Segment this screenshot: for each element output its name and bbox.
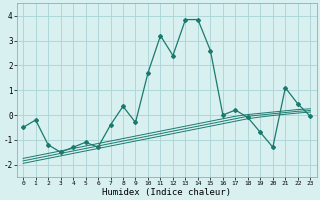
X-axis label: Humidex (Indice chaleur): Humidex (Indice chaleur) [102,188,231,197]
